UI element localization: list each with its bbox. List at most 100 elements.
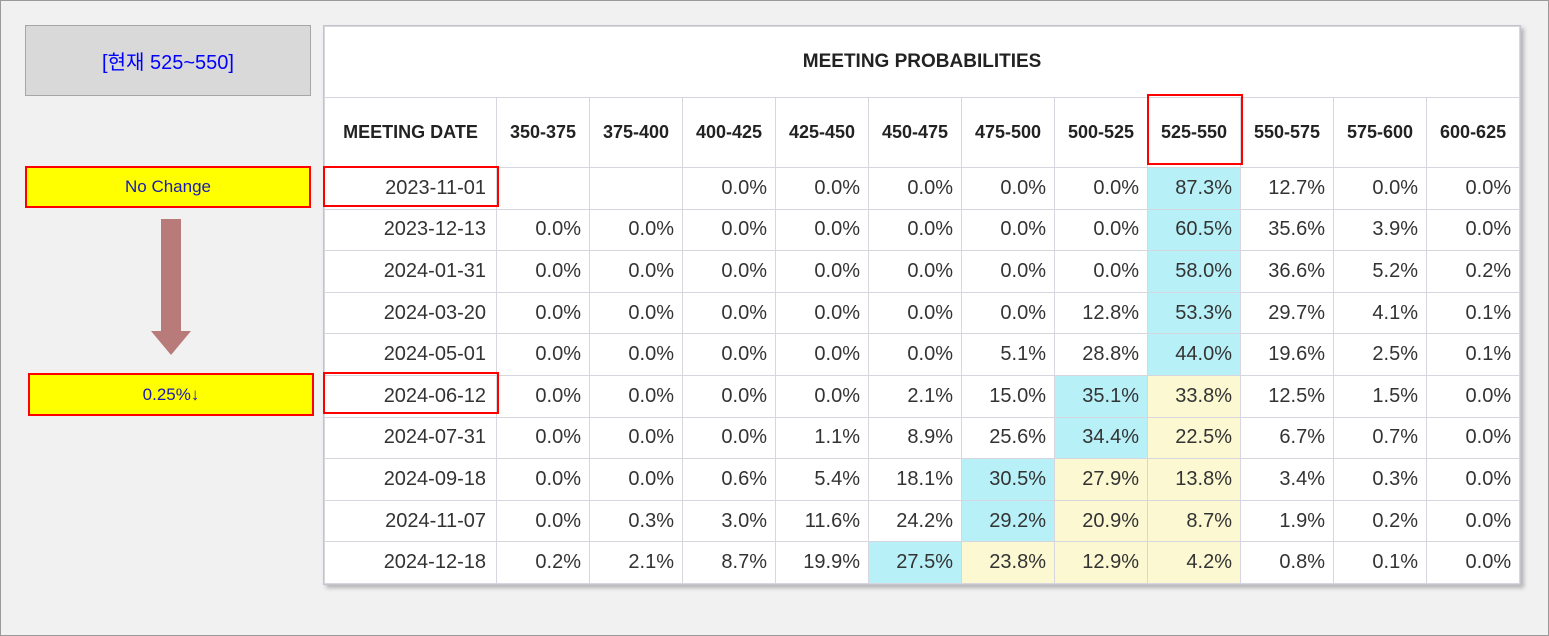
probability-cell: 0.1% (1333, 541, 1427, 584)
probability-cell: 0.0% (682, 250, 776, 293)
probability-cell: 0.3% (589, 499, 683, 543)
probability-cell: 2.1% (868, 374, 962, 418)
meeting-probabilities-table: MEETING PROBABILITIES MEETING DATE 350-37… (323, 25, 1521, 585)
column-header-600-625: 600-625 (1425, 97, 1521, 168)
probability-cell: 0.0% (868, 333, 962, 376)
probability-cell: 29.7% (1240, 291, 1334, 335)
meeting-date-cell: 2024-03-20 (324, 291, 497, 335)
probability-cell: 0.0% (961, 291, 1055, 335)
probability-cell: 0.0% (961, 208, 1055, 252)
probability-cell: 0.0% (961, 250, 1055, 293)
probability-cell: 12.7% (1240, 167, 1334, 210)
probability-cell: 18.1% (868, 458, 962, 501)
probability-cell: 4.1% (1333, 291, 1427, 335)
probability-cell: 0.0% (496, 416, 590, 460)
probability-cell: 1.1% (775, 416, 869, 460)
probability-cell: 22.5% (1147, 416, 1241, 460)
column-header-400-425: 400-425 (682, 97, 776, 168)
probability-cell: 0.0% (496, 250, 590, 293)
probability-cell: 0.0% (1425, 416, 1521, 460)
probability-cell: 0.0% (1425, 541, 1521, 584)
rate-cut-text: 0.25%↓ (142, 384, 200, 404)
probability-cell: 0.0% (775, 374, 869, 418)
probability-cell: 0.0% (682, 416, 776, 460)
probability-cell: 12.5% (1240, 374, 1334, 418)
probability-cell: 0.2% (1333, 499, 1427, 543)
current-rate-text: [현재 525~550] (102, 52, 234, 74)
probability-cell: 33.8% (1147, 374, 1241, 418)
probability-cell: 4.2% (1147, 541, 1241, 584)
probability-cell: 0.0% (1425, 458, 1521, 501)
probability-cell: 0.0% (589, 458, 683, 501)
probability-cell: 0.0% (496, 208, 590, 252)
column-header-575-600: 575-600 (1333, 97, 1427, 168)
table-row: 2024-01-31 0.0% 0.0% 0.0% 0.0% 0.0% 0.0% 0.0% 58… (324, 250, 1521, 293)
probability-cell: 0.0% (682, 333, 776, 376)
probability-cell: 8.7% (682, 541, 776, 584)
probability-cell: 30.5% (961, 458, 1055, 501)
table-row: 2024-12-18 0.2% 2.1% 8.7% 19.9% 27.5% 23.8% 12.… (324, 541, 1521, 584)
probability-cell: 34.4% (1054, 416, 1148, 460)
probability-cell: 0.0% (589, 250, 683, 293)
probability-cell: 0.0% (496, 458, 590, 501)
meeting-date-cell: 2023-12-13 (324, 208, 497, 252)
probability-cell: 0.0% (1054, 208, 1148, 252)
probability-cell: 0.0% (775, 333, 869, 376)
probability-cell: 53.3% (1147, 291, 1241, 335)
probability-cell: 0.1% (1425, 291, 1521, 335)
meeting-date-cell: 2024-01-31 (324, 250, 497, 293)
meeting-date-cell: 2024-11-07 (324, 499, 497, 543)
probability-cell: 2.5% (1333, 333, 1427, 376)
column-header-525-550: 525-550 (1147, 97, 1241, 168)
probability-cell: 0.0% (1425, 374, 1521, 418)
probability-cell: 13.8% (1147, 458, 1241, 501)
probability-cell: 0.0% (589, 208, 683, 252)
probability-cell: 0.0% (682, 374, 776, 418)
probability-cell: 0.0% (868, 291, 962, 335)
probability-cell: 19.9% (775, 541, 869, 584)
column-header-550-575: 550-575 (1240, 97, 1334, 168)
probability-cell (496, 167, 590, 210)
probability-cell: 8.9% (868, 416, 962, 460)
probability-cell: 0.7% (1333, 416, 1427, 460)
probability-cell: 20.9% (1054, 499, 1148, 543)
probability-cell: 35.1% (1054, 374, 1148, 418)
probability-cell: 0.2% (496, 541, 590, 584)
probability-cell: 6.7% (1240, 416, 1334, 460)
probability-cell: 3.9% (1333, 208, 1427, 252)
table-row: 2024-09-18 0.0% 0.0% 0.6% 5.4% 18.1% 30.5% 27.9… (324, 458, 1521, 501)
probability-cell: 0.1% (1425, 333, 1521, 376)
probability-cell: 11.6% (775, 499, 869, 543)
probability-cell (589, 167, 683, 210)
probability-cell: 0.3% (1333, 458, 1427, 501)
probability-cell: 23.8% (961, 541, 1055, 584)
table-row: 2023-12-13 0.0% 0.0% 0.0% 0.0% 0.0% 0.0% 0.0% 60… (324, 208, 1521, 252)
probability-cell: 12.8% (1054, 291, 1148, 335)
table-row: 2023-11-01 0.0% 0.0% 0.0% 0.0% 0.0% 87.3% 12.7%… (324, 167, 1521, 210)
table-title-row: MEETING PROBABILITIES (323, 26, 1521, 98)
meeting-date-cell: 2024-05-01 (324, 333, 497, 376)
probability-cell: 0.0% (496, 374, 590, 418)
column-header-row: MEETING DATE 350-375 375-400 400-425 425-450… (324, 97, 1521, 168)
column-header-425-450: 425-450 (775, 97, 869, 168)
probability-cell: 0.0% (1425, 499, 1521, 543)
probability-cell: 3.4% (1240, 458, 1334, 501)
probability-cell: 0.0% (682, 208, 776, 252)
probability-cell: 0.0% (775, 208, 869, 252)
probability-cell: 27.5% (868, 541, 962, 584)
probability-cell: 0.0% (496, 499, 590, 543)
probability-cell: 44.0% (1147, 333, 1241, 376)
table-row: 2024-03-20 0.0% 0.0% 0.0% 0.0% 0.0% 0.0% 12.8% 5… (324, 291, 1521, 335)
probability-cell: 0.0% (775, 167, 869, 210)
probability-cell: 1.9% (1240, 499, 1334, 543)
table-row: 2024-11-07 0.0% 0.3% 3.0% 11.6% 24.2% 29.2% 20.… (324, 499, 1521, 543)
probability-cell: 60.5% (1147, 208, 1241, 252)
meeting-date-cell: 2024-09-18 (324, 458, 497, 501)
no-change-label: No Change (25, 166, 311, 208)
probability-cell: 3.0% (682, 499, 776, 543)
meeting-date-cell: 2024-07-31 (324, 416, 497, 460)
probability-cell: 0.8% (1240, 541, 1334, 584)
column-header-375-400: 375-400 (589, 97, 683, 168)
probability-cell: 28.8% (1054, 333, 1148, 376)
probability-cell: 2.1% (589, 541, 683, 584)
